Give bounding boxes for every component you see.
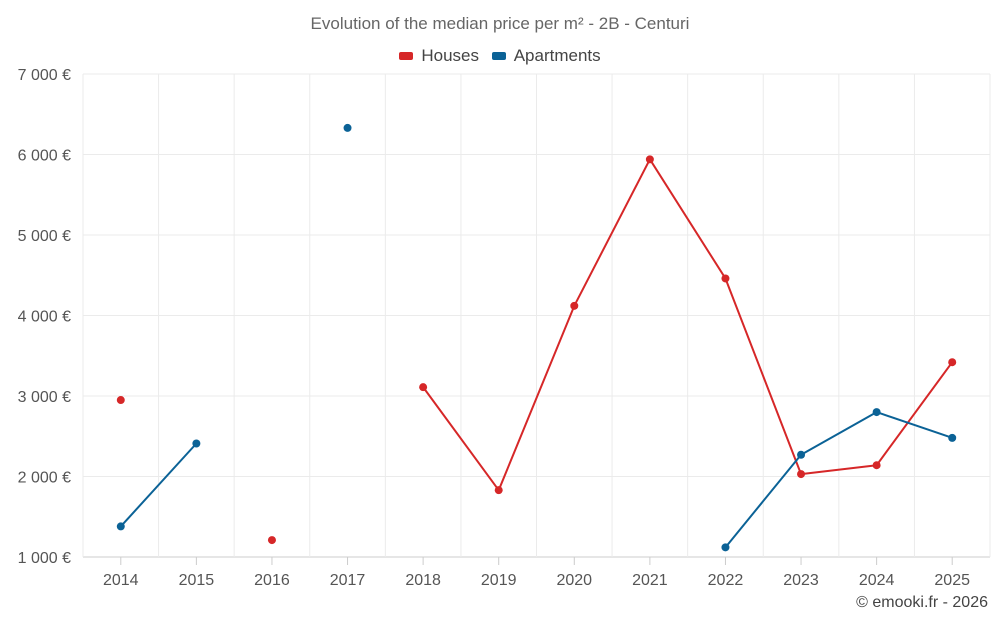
- y-tick-label: 3 000 €: [18, 389, 71, 406]
- series-line-houses: [422, 158, 954, 492]
- x-tick-label: 2018: [405, 572, 441, 589]
- series-line-apartments: [120, 442, 198, 528]
- data-point-houses: [267, 536, 276, 545]
- x-tick-label: 2014: [103, 572, 139, 589]
- y-tick-label: 2 000 €: [18, 470, 71, 487]
- data-point-apartments: [797, 450, 806, 459]
- data-point-houses: [645, 155, 654, 164]
- data-point-houses: [948, 358, 957, 367]
- data-point-apartments: [721, 543, 730, 552]
- data-point-apartments: [948, 433, 957, 442]
- data-point-houses: [116, 396, 125, 405]
- data-point-apartments: [116, 522, 125, 531]
- y-tick-label: 4 000 €: [18, 309, 71, 326]
- data-point-houses: [721, 274, 730, 283]
- x-tick-label: 2020: [556, 572, 592, 589]
- legend-label-apartments: Apartments: [513, 46, 601, 65]
- data-point-houses: [872, 461, 881, 470]
- legend: Houses Apartments: [0, 45, 1000, 66]
- x-tick-label: 2015: [179, 572, 215, 589]
- x-tick-label: 2022: [708, 572, 744, 589]
- y-tick-label: 6 000 €: [18, 148, 71, 165]
- data-point-houses: [570, 301, 579, 310]
- data-point-apartments: [343, 123, 352, 132]
- legend-label-houses: Houses: [421, 46, 479, 65]
- x-tick-label: 2019: [481, 572, 517, 589]
- legend-swatch-apartments: [491, 52, 506, 60]
- legend-swatch-houses: [399, 52, 414, 60]
- y-tick-label: 1 000 €: [18, 550, 71, 567]
- legend-item-apartments[interactable]: Apartments: [491, 46, 601, 66]
- x-tick-label: 2016: [254, 572, 290, 589]
- data-point-apartments: [192, 439, 201, 448]
- data-point-apartments: [872, 408, 881, 417]
- x-tick-label: 2017: [330, 572, 366, 589]
- chart-title: Evolution of the median price per m² - 2…: [310, 14, 690, 33]
- series-line-apartments: [724, 411, 953, 548]
- y-tick-label: 5 000 €: [18, 228, 71, 245]
- data-point-houses: [419, 383, 428, 392]
- data-point-houses: [797, 470, 806, 479]
- data-point-houses: [494, 486, 503, 495]
- y-tick-label: 7 000 €: [18, 67, 71, 84]
- legend-item-houses[interactable]: Houses: [399, 46, 479, 66]
- x-tick-label: 2025: [934, 572, 970, 589]
- x-tick-label: 2023: [783, 572, 819, 589]
- x-tick-label: 2024: [859, 572, 895, 589]
- x-tick-label: 2021: [632, 572, 668, 589]
- credit-text: © emooki.fr - 2026: [856, 594, 988, 611]
